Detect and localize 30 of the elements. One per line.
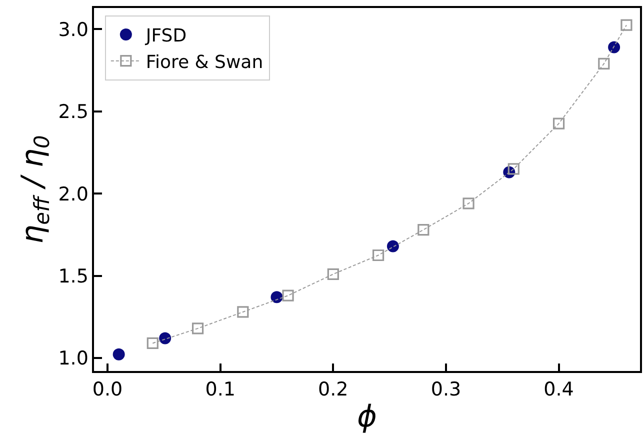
point — [598, 58, 610, 70]
y-tick-label: 1.0 — [58, 348, 88, 370]
x-axis-title: ϕ — [357, 400, 377, 435]
point — [237, 306, 249, 318]
point — [327, 268, 339, 280]
legend-label: Fiore & Swan — [146, 52, 264, 73]
point — [462, 198, 474, 210]
x-tick-label: 0.4 — [544, 378, 574, 401]
x-tick-label: 0.1 — [205, 378, 236, 401]
point — [418, 224, 430, 236]
point — [282, 290, 294, 302]
point — [146, 337, 158, 350]
point — [192, 322, 204, 334]
legend-label: JFSD — [144, 25, 187, 46]
y-tick-label: 3.0 — [58, 18, 88, 41]
point — [159, 332, 172, 344]
x-tick-label: 0.2 — [318, 378, 348, 401]
point — [372, 249, 384, 262]
point — [508, 163, 520, 175]
point — [270, 291, 283, 304]
point — [386, 240, 399, 252]
point — [112, 348, 125, 360]
x-tick-label: 0.3 — [430, 378, 462, 401]
x-tick-label: 0.0 — [92, 378, 123, 401]
y-tick-label: 2.0 — [58, 183, 88, 206]
point — [552, 118, 565, 130]
point — [620, 19, 632, 31]
point — [608, 41, 620, 54]
y-tick-label: 2.5 — [58, 101, 88, 124]
y-tick-label: 1.5 — [58, 265, 88, 288]
